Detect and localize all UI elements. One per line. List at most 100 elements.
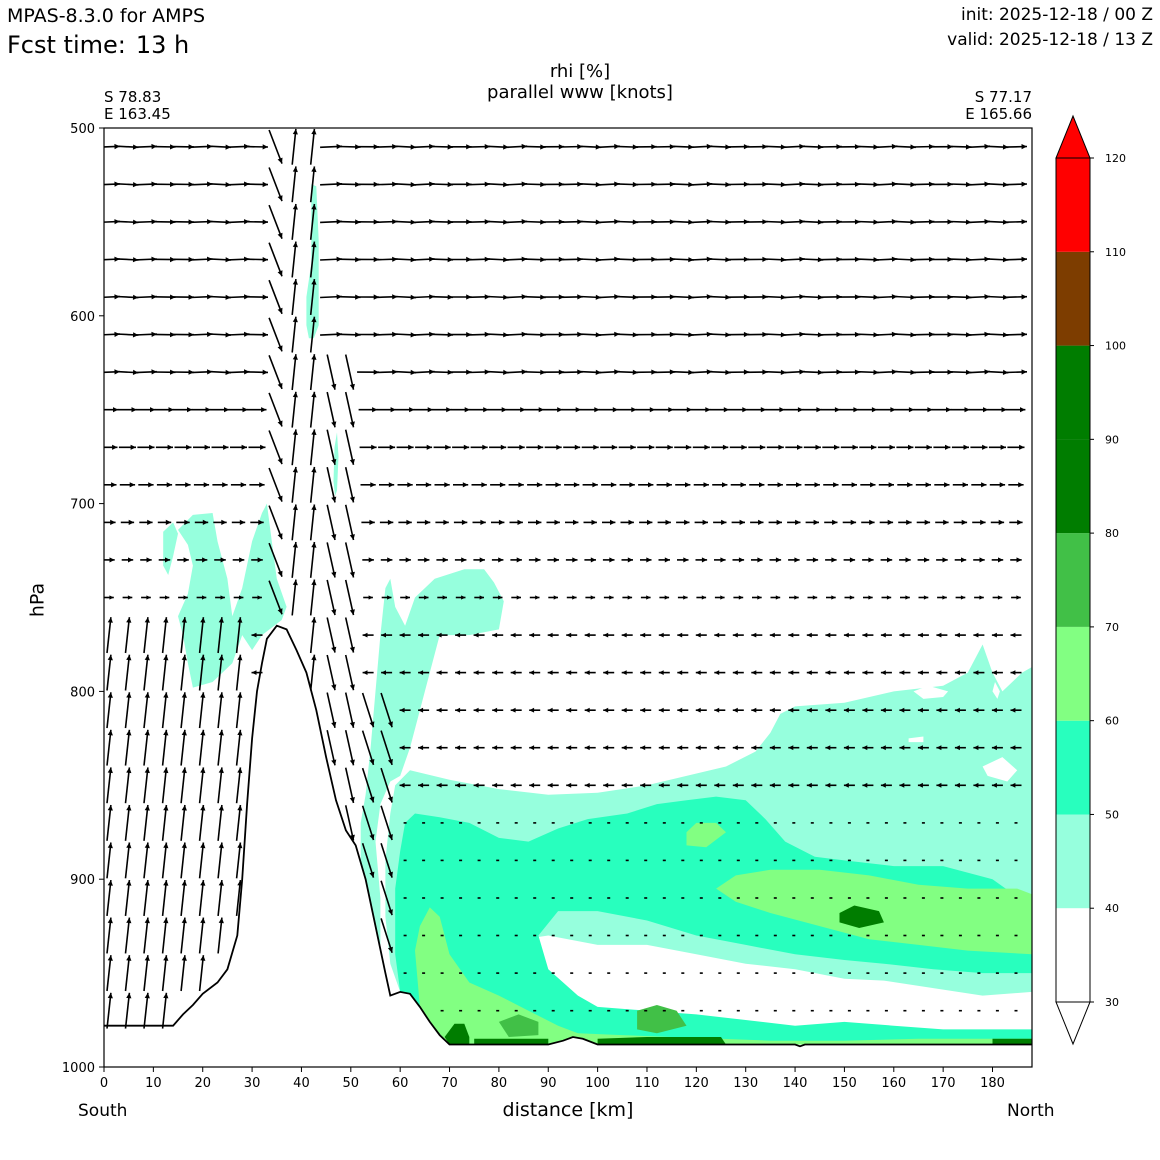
wind-vector-859 bbox=[584, 782, 596, 788]
wind-vector-854 bbox=[492, 782, 504, 788]
wind-vector-733 bbox=[788, 670, 800, 675]
wind-vector-head bbox=[608, 934, 611, 937]
wind-vector-head bbox=[648, 444, 655, 450]
wind-vector-725 bbox=[640, 670, 652, 675]
wind-vector-468 bbox=[434, 482, 450, 488]
wind-vector-head bbox=[862, 670, 868, 675]
wind-vector-940 bbox=[440, 859, 444, 862]
wind-vector-head bbox=[757, 972, 759, 974]
wind-vector-469 bbox=[453, 482, 469, 488]
wind-vector-shaft bbox=[161, 917, 168, 954]
wind-vector-959 bbox=[792, 859, 796, 862]
wind-vector-652 bbox=[143, 617, 150, 654]
wind-vector-529 bbox=[639, 519, 653, 525]
wind-vector-head bbox=[107, 880, 113, 886]
wind-vector-10 bbox=[291, 128, 298, 165]
wind-vector-915 bbox=[792, 822, 796, 824]
wind-vector-head bbox=[1010, 745, 1016, 751]
wind-vector-head bbox=[516, 934, 518, 937]
wind-vector-head bbox=[200, 654, 206, 661]
wind-vector-head bbox=[185, 482, 191, 488]
wind-vector-503 bbox=[157, 519, 172, 525]
wind-vector-head bbox=[868, 822, 870, 824]
wind-vector-head bbox=[603, 707, 609, 713]
wind-vector-370 bbox=[469, 407, 489, 413]
wind-vector-head bbox=[144, 842, 150, 849]
wind-vector-798 bbox=[217, 729, 224, 766]
wind-vector-head bbox=[721, 519, 727, 525]
wind-vector-502 bbox=[139, 519, 153, 525]
wind-vector-698 bbox=[106, 654, 113, 691]
wind-vector-997 bbox=[699, 897, 703, 899]
wind-vector-head bbox=[181, 654, 187, 661]
wind-vector-head bbox=[479, 1010, 481, 1012]
wind-vector-shaft bbox=[124, 729, 131, 766]
wind-vector-head bbox=[534, 972, 537, 974]
wind-vector-419 bbox=[452, 444, 470, 450]
wind-vector-head bbox=[442, 822, 444, 824]
wind-vector-head bbox=[529, 707, 535, 713]
wind-vector-head bbox=[627, 1010, 629, 1012]
wind-vector-423 bbox=[526, 444, 544, 450]
wind-vector-507 bbox=[231, 519, 246, 525]
wind-vector-head bbox=[571, 822, 574, 824]
wind-vector-695 bbox=[973, 632, 985, 638]
wind-vector-1027 bbox=[477, 934, 481, 937]
wind-vector-848 bbox=[380, 767, 393, 803]
wind-vector-head bbox=[627, 934, 629, 937]
wind-vector-892 bbox=[361, 805, 375, 841]
wind-vector-head bbox=[277, 495, 283, 502]
wind-vector-head bbox=[812, 972, 814, 974]
wind-vector-head bbox=[590, 595, 596, 600]
wind-vector-head bbox=[200, 917, 206, 924]
wind-vector-head bbox=[1010, 632, 1016, 638]
wind-vector-head bbox=[936, 707, 942, 713]
wind-vector-head bbox=[649, 407, 656, 413]
wind-vector-head bbox=[240, 482, 247, 488]
wind-vector-489 bbox=[823, 482, 839, 488]
wind-vector-855 bbox=[510, 782, 522, 788]
wind-vector-636 bbox=[770, 595, 781, 600]
wind-vector-head bbox=[554, 519, 560, 525]
wind-vector-head bbox=[751, 745, 757, 751]
wind-vector-711 bbox=[381, 670, 393, 675]
wind-vector-568 bbox=[436, 557, 448, 563]
wind-vector-546 bbox=[953, 519, 968, 525]
wind-vector-head bbox=[732, 782, 738, 788]
wind-vector-head bbox=[571, 972, 574, 974]
wind-vector-shaft bbox=[198, 767, 205, 804]
wind-vector-763 bbox=[492, 707, 504, 713]
wind-vector-561 bbox=[309, 541, 317, 578]
wind-vector-head bbox=[843, 670, 849, 675]
wind-vector-535 bbox=[750, 519, 764, 525]
wind-vector-387 bbox=[784, 407, 804, 413]
wind-vector-471 bbox=[490, 482, 506, 488]
wind-vector-693 bbox=[936, 632, 948, 638]
wind-vector-974 bbox=[143, 880, 150, 916]
wind-vector-shaft bbox=[344, 579, 355, 616]
wind-vector-head bbox=[788, 707, 794, 713]
wind-vector-717 bbox=[492, 670, 504, 675]
wind-vector-410 bbox=[291, 429, 298, 466]
wind-vector-head bbox=[849, 557, 856, 563]
wind-vector-720 bbox=[547, 670, 559, 675]
wind-vector-head bbox=[702, 519, 708, 525]
wind-vector-head bbox=[794, 934, 796, 937]
rhi-hole-1 bbox=[992, 682, 1000, 699]
wind-vector-head bbox=[251, 632, 257, 638]
wind-vector-1115 bbox=[699, 1009, 703, 1012]
wind-vector-head bbox=[973, 707, 979, 713]
north-label: North bbox=[1007, 1101, 1055, 1121]
wind-vector-525 bbox=[565, 519, 579, 525]
wind-vector-688 bbox=[843, 632, 855, 638]
wind-vector-head bbox=[943, 519, 949, 525]
wind-vector-head bbox=[647, 519, 653, 525]
wind-vector-788 bbox=[954, 707, 966, 713]
wind-vector-1051 bbox=[921, 934, 925, 937]
wind-vector-head bbox=[757, 557, 763, 563]
wind-vector-1010 bbox=[940, 897, 944, 899]
wind-vector-head bbox=[126, 767, 132, 774]
colorbar-segment-70 bbox=[1056, 533, 1090, 627]
wind-vector-906 bbox=[625, 822, 629, 824]
wind-vector-428 bbox=[618, 444, 636, 450]
